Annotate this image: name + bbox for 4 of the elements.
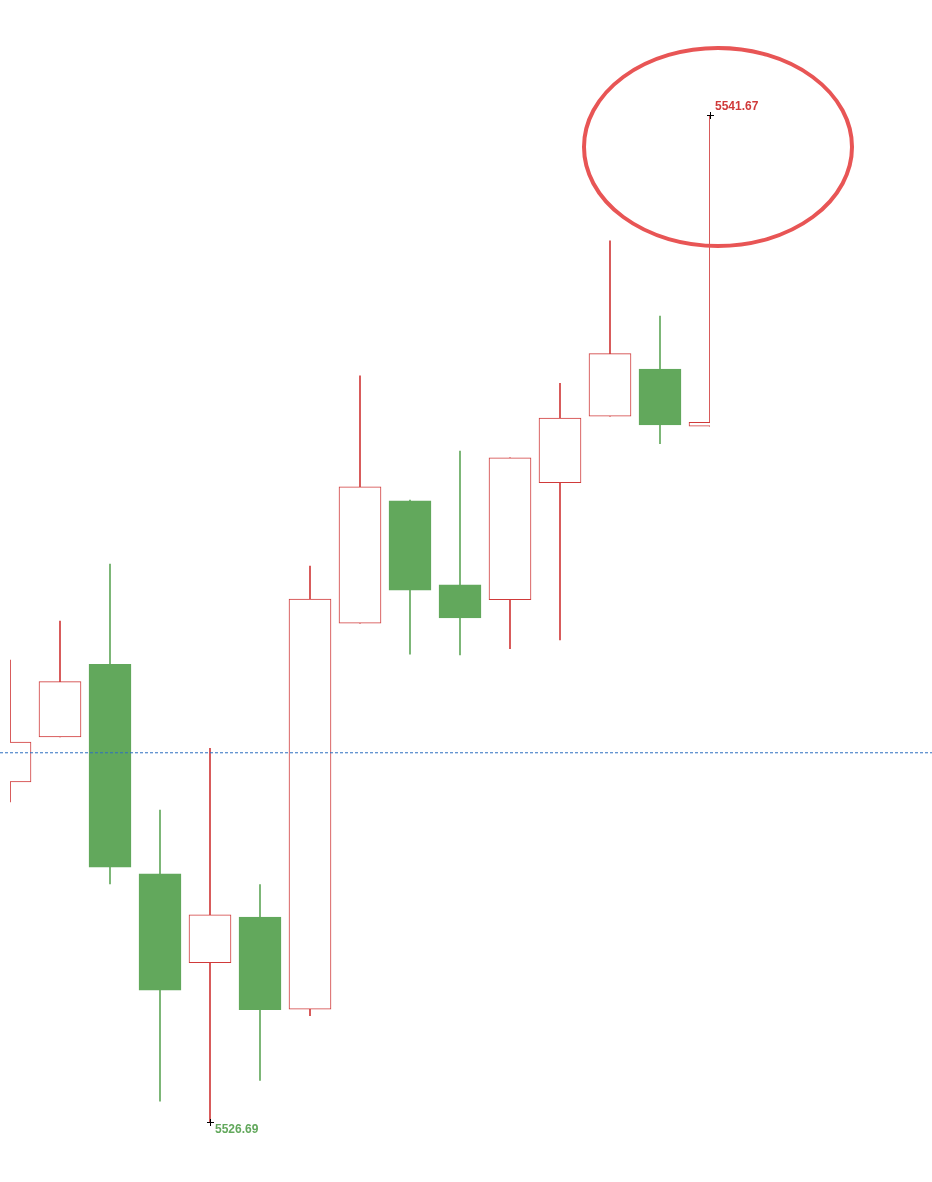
- candlestick: [538, 382, 582, 641]
- candlestick: [438, 450, 482, 656]
- annotation: 5526.69: [215, 1122, 259, 1137]
- text: 5541.67: [715, 99, 759, 114]
